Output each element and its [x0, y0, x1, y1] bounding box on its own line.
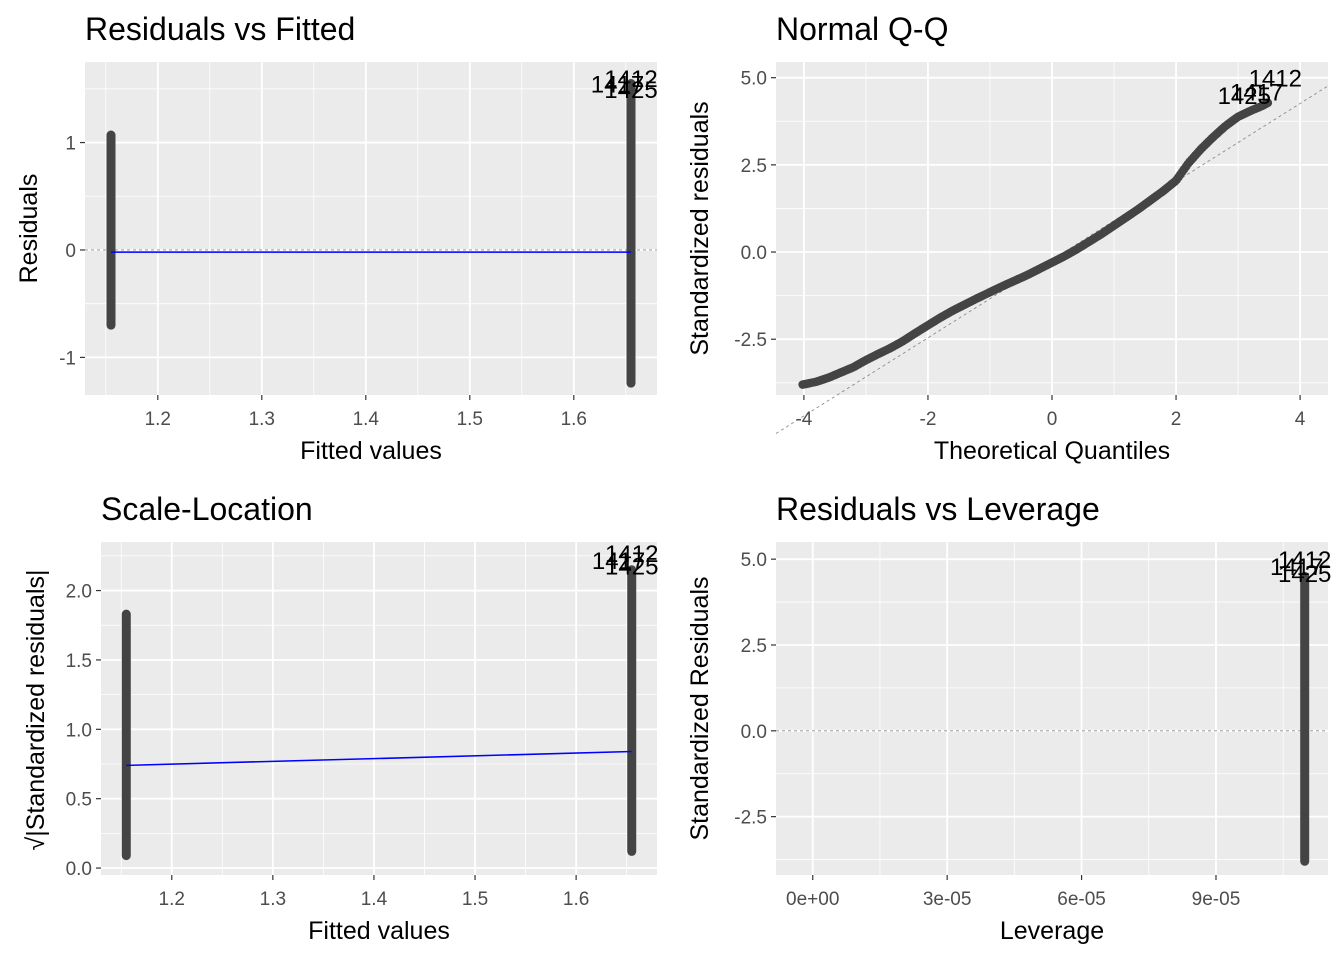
- point-label: 1412: [1249, 66, 1302, 93]
- scale-location-points: [121, 565, 637, 861]
- residuals-vs-leverage-y-label: Standardized Residuals: [686, 576, 714, 840]
- y-tick-label: 0.0: [741, 722, 767, 743]
- y-tick-label: 0.0: [66, 859, 92, 880]
- scale-location-smooth-line: [126, 750, 632, 767]
- y-tick-label: 1: [65, 134, 76, 155]
- residuals-vs-leverage-x-label: Leverage: [1000, 917, 1104, 945]
- point-label: 1425: [605, 554, 658, 581]
- point-label: 1425: [604, 77, 657, 104]
- normal-qq-x-label: Theoretical Quantiles: [934, 437, 1170, 465]
- x-tick-label: 1.4: [361, 889, 388, 910]
- normal-qq-y-ticks: -2.5 0.0 2.5 5.0: [734, 69, 776, 351]
- y-tick-label: -2.5: [734, 808, 767, 829]
- x-tick-label: 0e+00: [786, 889, 839, 910]
- x-tick-label: -2: [920, 409, 937, 430]
- x-tick-label: 1.6: [561, 409, 587, 430]
- x-tick-label: 4: [1295, 409, 1306, 430]
- x-tick-label: 1.3: [249, 409, 275, 430]
- y-tick-label: 2.0: [66, 582, 92, 603]
- residuals-vs-fitted-y-label: Residuals: [15, 174, 43, 284]
- scale-location-x-label: Fitted values: [308, 917, 450, 945]
- normal-qq-title: Normal Q-Q: [776, 11, 948, 47]
- point-label: 1425: [1218, 83, 1271, 110]
- x-tick-label: 0: [1047, 409, 1058, 430]
- residuals-vs-leverage-grid: [776, 542, 1328, 875]
- residuals-vs-fitted-x-ticks: 1.2 1.3 1.4 1.5 1.6: [145, 395, 587, 430]
- point-label: 1412: [604, 66, 657, 93]
- x-tick-label: 1.2: [159, 889, 185, 910]
- qq-point: [1263, 98, 1273, 108]
- smooth-line: [126, 750, 632, 767]
- x-tick-label: 1.2: [145, 409, 171, 430]
- residuals-vs-leverage-x-ticks: 0e+00 3e-05 6e-05 9e-05: [786, 875, 1240, 910]
- scale-location-y-label: √|Standardized residuals|: [22, 569, 50, 850]
- y-tick-label: -1: [59, 348, 76, 369]
- scale-location-title: Scale-Location: [101, 491, 313, 527]
- x-tick-label: 6e-05: [1057, 889, 1106, 910]
- normal-qq-x-ticks: -4 -2 0 2 4: [795, 395, 1306, 430]
- y-tick-label: 5.0: [741, 69, 767, 90]
- x-tick-label: 2: [1171, 409, 1182, 430]
- y-tick-label: 0.0: [741, 243, 767, 264]
- normal-qq-points: [798, 98, 1273, 389]
- y-tick-label: 1.0: [66, 720, 92, 741]
- x-tick-label: 9e-05: [1192, 889, 1241, 910]
- y-tick-label: 2.5: [741, 636, 767, 657]
- point-label: 1425: [1278, 561, 1331, 588]
- y-tick-label: 0: [65, 241, 76, 262]
- x-tick-label: 3e-05: [923, 889, 972, 910]
- residuals-vs-fitted-points: [106, 78, 636, 388]
- scale-location-plot-area: [101, 542, 657, 875]
- y-tick-label: 5.0: [741, 550, 767, 571]
- point-label: 1417: [1270, 554, 1323, 581]
- scale-location-y-ticks: 0.0 0.5 1.0 1.5 2.0: [66, 582, 101, 880]
- y-tick-label: -2.5: [734, 330, 767, 351]
- x-tick-label: 1.5: [457, 409, 483, 430]
- point-label: 1417: [591, 71, 644, 98]
- residuals-vs-fitted-y-ticks: -1 0 1: [59, 134, 85, 369]
- normal-qq-grid: [776, 62, 1328, 395]
- y-tick-label: 1.5: [66, 651, 92, 672]
- residuals-vs-leverage-plot-area: [776, 542, 1328, 875]
- x-tick-label: 1.3: [260, 889, 286, 910]
- point-label: 1417: [592, 548, 645, 575]
- residuals-vs-fitted-plot-area: [85, 62, 657, 395]
- residuals-vs-fitted-x-label: Fitted values: [300, 437, 442, 465]
- residuals-vs-leverage-title: Residuals vs Leverage: [776, 491, 1100, 527]
- x-tick-label: 1.4: [353, 409, 380, 430]
- residuals-vs-fitted-grid: [85, 62, 657, 395]
- x-tick-label: 1.6: [563, 889, 589, 910]
- x-tick-label: -4: [795, 409, 812, 430]
- point-label: 1417: [1230, 80, 1283, 107]
- y-tick-label: 0.5: [66, 790, 92, 811]
- point-label: 1412: [605, 541, 658, 568]
- normal-qq-y-label: Standardized residuals: [686, 101, 714, 355]
- point-label: 1412: [1278, 547, 1331, 574]
- residuals-vs-fitted-title: Residuals vs Fitted: [85, 11, 355, 47]
- y-tick-label: 2.5: [741, 156, 767, 177]
- residuals-vs-leverage-y-ticks: -2.5 0.0 2.5 5.0: [734, 550, 776, 829]
- scale-location-x-ticks: 1.2 1.3 1.4 1.5 1.6: [159, 875, 589, 910]
- x-tick-label: 1.5: [462, 889, 488, 910]
